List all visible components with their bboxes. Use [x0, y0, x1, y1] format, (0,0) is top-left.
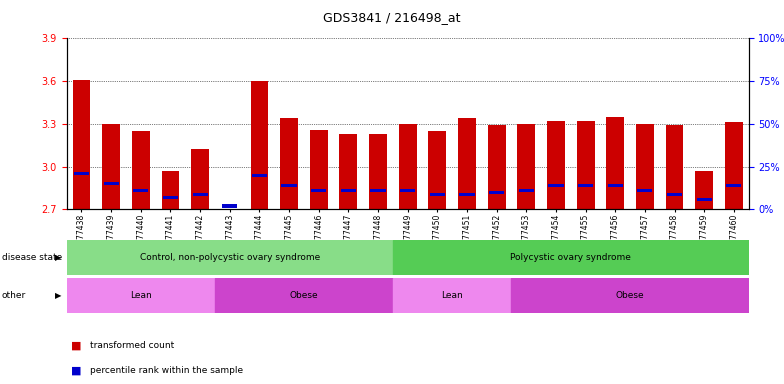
- Bar: [725, 122, 742, 209]
- Bar: [548, 184, 564, 187]
- Bar: [400, 189, 416, 192]
- Bar: [606, 117, 624, 209]
- Text: percentile rank within the sample: percentile rank within the sample: [90, 366, 243, 375]
- Text: disease state: disease state: [2, 253, 62, 262]
- Bar: [341, 189, 356, 192]
- Bar: [73, 80, 90, 209]
- Bar: [280, 118, 298, 209]
- Text: Obese: Obese: [289, 291, 318, 300]
- Bar: [637, 189, 652, 192]
- Bar: [399, 124, 416, 209]
- Bar: [393, 240, 749, 275]
- Text: transformed count: transformed count: [90, 341, 174, 350]
- Bar: [67, 240, 393, 275]
- Bar: [281, 184, 296, 187]
- Text: other: other: [2, 291, 26, 300]
- Bar: [666, 125, 684, 209]
- Bar: [430, 192, 445, 195]
- Bar: [67, 278, 215, 313]
- Text: Polycystic ovary syndrome: Polycystic ovary syndrome: [510, 253, 631, 262]
- Bar: [608, 184, 622, 187]
- Bar: [339, 134, 358, 209]
- Bar: [428, 131, 446, 209]
- Text: ■: ■: [71, 366, 81, 376]
- Text: ■: ■: [71, 341, 81, 351]
- Bar: [369, 134, 387, 209]
- Bar: [511, 278, 749, 313]
- Bar: [578, 184, 593, 187]
- Bar: [191, 149, 209, 209]
- Text: ▶: ▶: [55, 291, 61, 300]
- Text: ▶: ▶: [55, 253, 61, 262]
- Bar: [577, 121, 594, 209]
- Bar: [102, 124, 120, 209]
- Text: Control, non-polycystic ovary syndrome: Control, non-polycystic ovary syndrome: [140, 253, 320, 262]
- Bar: [193, 192, 208, 195]
- Bar: [310, 129, 328, 209]
- Bar: [517, 124, 535, 209]
- Bar: [488, 125, 506, 209]
- Bar: [519, 189, 534, 192]
- Bar: [695, 171, 713, 209]
- Bar: [222, 205, 238, 208]
- Text: GDS3841 / 216498_at: GDS3841 / 216498_at: [323, 12, 461, 25]
- Bar: [133, 189, 148, 192]
- Bar: [547, 121, 564, 209]
- Bar: [252, 174, 267, 177]
- Bar: [132, 131, 150, 209]
- Bar: [393, 278, 511, 313]
- Bar: [251, 81, 268, 209]
- Text: Obese: Obese: [615, 291, 644, 300]
- Bar: [726, 184, 742, 187]
- Bar: [697, 198, 712, 201]
- Bar: [459, 192, 474, 195]
- Bar: [74, 172, 89, 175]
- Text: Lean: Lean: [441, 291, 463, 300]
- Bar: [311, 189, 326, 192]
- Bar: [103, 182, 118, 185]
- Bar: [215, 278, 393, 313]
- Bar: [667, 192, 682, 195]
- Bar: [371, 189, 386, 192]
- Bar: [163, 196, 178, 199]
- Bar: [458, 118, 476, 209]
- Bar: [636, 124, 654, 209]
- Bar: [489, 191, 504, 194]
- Bar: [162, 171, 180, 209]
- Text: Lean: Lean: [130, 291, 151, 300]
